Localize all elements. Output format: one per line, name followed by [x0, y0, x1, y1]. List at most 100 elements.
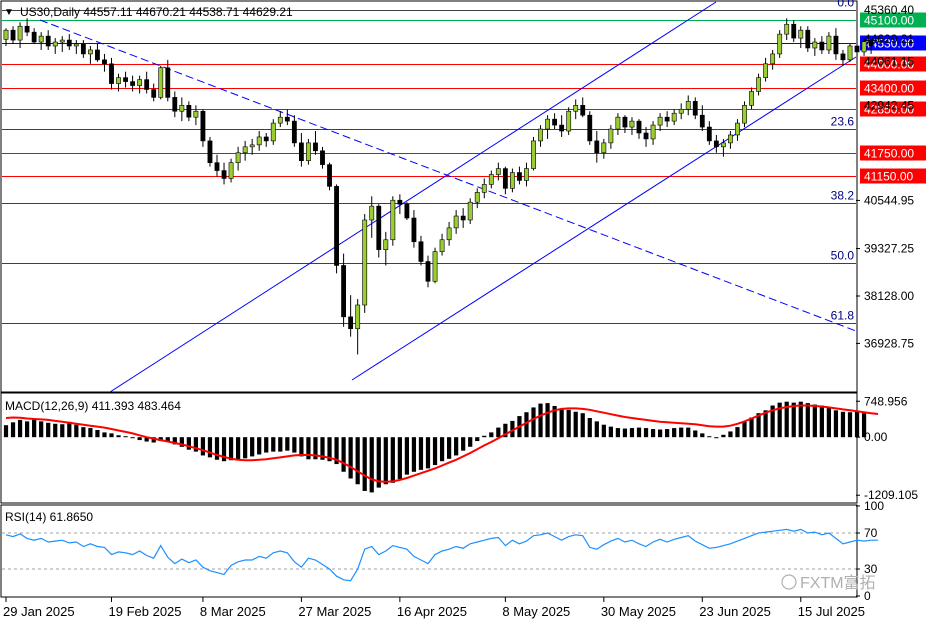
candle-bull: [742, 105, 747, 124]
macd-bar: [489, 432, 494, 438]
macd-bar: [130, 437, 135, 439]
macd-bar: [657, 429, 663, 438]
collapse-marker[interactable]: ▼: [4, 7, 14, 18]
macd-bar: [580, 413, 585, 438]
candle-bear: [24, 25, 30, 33]
candle-bull: [601, 142, 607, 154]
price-tick-label: 36928.75: [864, 336, 914, 350]
candle-bull: [826, 35, 832, 51]
candle-bull: [235, 152, 241, 163]
candle-bull: [531, 140, 536, 169]
price-axis-layer: 45360.40 40544.95 39327.25 38128.00 36928.75…: [856, 3, 914, 350]
macd-bar: [383, 437, 388, 485]
macd-bar: [763, 410, 768, 438]
candle-bull: [770, 53, 776, 65]
candle-bear: [334, 186, 339, 266]
candle-bull: [777, 33, 783, 55]
macd-tick-label: -1209.105: [864, 488, 918, 502]
price-tick-label: 40544.95: [864, 193, 914, 207]
candle-bull: [137, 79, 143, 86]
macd-bar: [840, 411, 846, 438]
candle-bull: [467, 201, 473, 221]
candle-bear: [31, 31, 37, 43]
candle-bull: [798, 29, 804, 39]
macd-bar: [404, 437, 410, 475]
price-tick-label: 38128.00: [864, 289, 914, 303]
watermark-text: FXTM富拓: [800, 574, 876, 592]
macd-bar: [622, 428, 628, 438]
candle-bull: [179, 105, 185, 112]
candle-bull: [481, 184, 487, 193]
candle-bear: [376, 205, 382, 250]
candle-bear: [587, 114, 593, 142]
price-tick-label-overlapped: 42942.45: [864, 99, 914, 113]
macd-bar: [390, 437, 395, 483]
date-label: 15 Jul 2025: [798, 604, 865, 619]
candle-bear: [320, 150, 325, 165]
candle-bull: [847, 45, 853, 61]
candle-bear: [80, 43, 86, 55]
price-tick-label: 45360.40: [864, 3, 914, 17]
macd-bar: [833, 410, 839, 438]
macd-bar: [81, 427, 86, 438]
date-label: 8 Mar 2025: [200, 604, 266, 619]
candle-bear: [854, 45, 860, 53]
macd-bar: [665, 429, 670, 438]
macd-bar: [531, 407, 536, 438]
macd-bar: [552, 406, 557, 438]
macd-bar: [587, 418, 592, 438]
macd-bar: [306, 437, 311, 460]
level-tag: [860, 80, 926, 96]
candle-bull: [812, 41, 818, 49]
macd-bar: [228, 437, 234, 461]
candle-bull: [678, 108, 684, 114]
candle-bull: [73, 43, 79, 47]
macd-bar: [193, 437, 199, 452]
macd-bar: [721, 434, 726, 438]
macd-bar: [784, 401, 789, 438]
candle-bear: [692, 101, 698, 116]
candle-bear: [186, 105, 192, 118]
candle-bear: [706, 126, 712, 142]
candle-bull: [355, 304, 361, 330]
macd-bar: [524, 412, 529, 438]
candle-bear: [411, 217, 417, 243]
candle-bear: [594, 140, 600, 154]
macd-bar: [636, 427, 642, 438]
candle-bear: [348, 316, 354, 330]
level-tag-label: 42850.00: [864, 103, 914, 117]
date-label: 29 Jan 2025: [3, 604, 75, 619]
macd-bar: [207, 437, 213, 458]
rsi-label: RSI(14) 61.8650: [5, 510, 93, 524]
candle-bear: [151, 89, 157, 98]
candle-bull: [495, 168, 501, 175]
channel-upper-line: [109, 1, 717, 393]
macd-label: MACD(12,26,9) 411.393 483.464: [5, 399, 181, 413]
macd-bar: [67, 421, 72, 438]
macd-bar: [235, 437, 241, 460]
macd-bar: [861, 413, 867, 438]
candle-bull: [256, 136, 262, 146]
candle-bull: [650, 124, 656, 140]
macd-bar: [756, 413, 761, 438]
macd-bar: [257, 437, 262, 455]
candle-bear: [397, 199, 403, 205]
candle-bull: [671, 112, 677, 122]
candle-bull: [784, 23, 790, 35]
candle-bull: [432, 251, 438, 282]
macd-bar: [74, 424, 79, 438]
candle-bull: [158, 67, 164, 98]
macd-bar: [200, 437, 206, 456]
candle-bear: [699, 114, 705, 128]
candle-bull: [524, 168, 529, 181]
candle-bear: [95, 49, 100, 61]
macd-bar: [854, 411, 860, 438]
macd-bar: [320, 437, 325, 460]
watermark-icon: [781, 574, 797, 590]
macd-bar: [425, 437, 431, 469]
level-tag-label: 41150.00: [864, 170, 913, 184]
candle-bear: [404, 203, 410, 219]
macd-bar: [559, 408, 564, 438]
candle-bull: [116, 77, 121, 84]
macd-bar: [10, 422, 16, 438]
